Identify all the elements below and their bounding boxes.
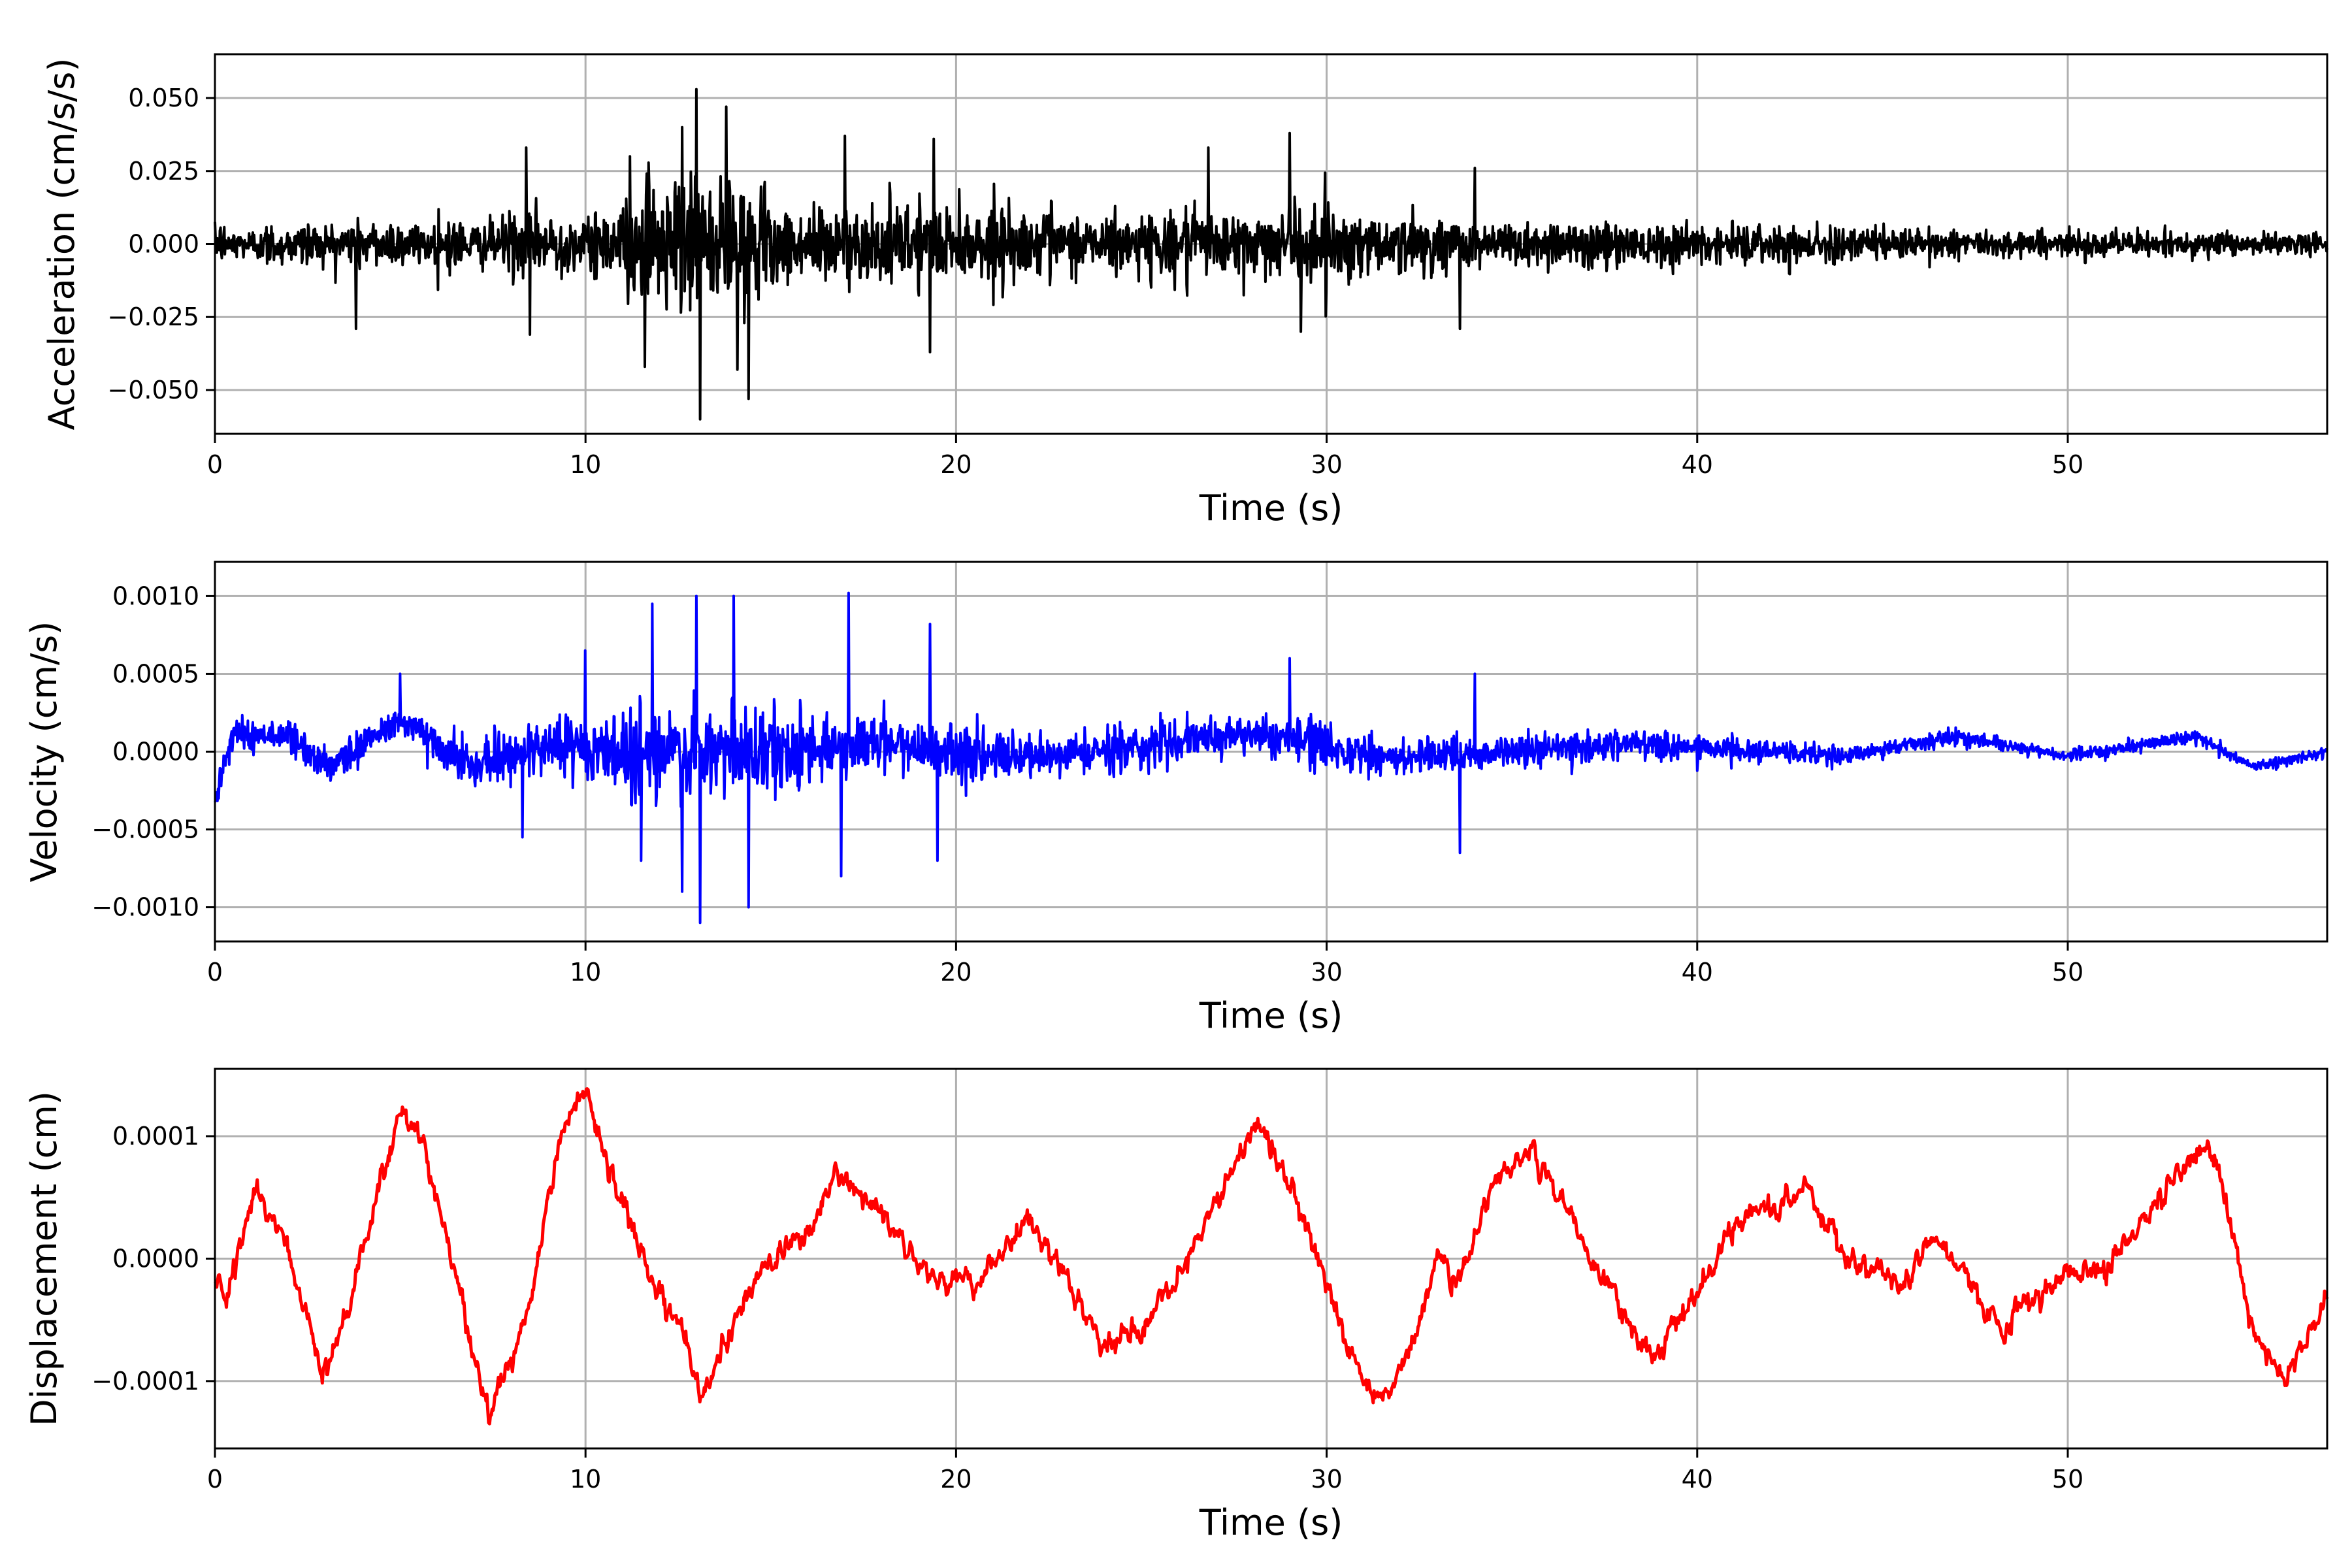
displacement-series	[213, 1087, 2329, 1426]
panel-acceleration: 0 10 20 30 40 50 −0.050 −0.025 0.000 0.025 0.050 T…	[41, 53, 2328, 529]
y-tick-label: −0.025	[107, 302, 199, 331]
x-tick-label: 50	[2052, 1465, 2083, 1494]
series-line	[214, 591, 2328, 924]
x-tick-label: 0	[207, 958, 223, 987]
y-axis-label: Velocity (cm/s)	[24, 621, 65, 883]
x-tick-label: 0	[207, 1465, 223, 1494]
x-tick-label: 30	[1311, 450, 1342, 479]
x-tick-label: 40	[1682, 958, 1713, 987]
y-tick-label: 0.0001	[112, 1122, 199, 1151]
x-axis-label: Time (s)	[1199, 995, 1343, 1036]
y-tick-label: −0.050	[107, 376, 199, 404]
tick-marks: 0 10 20 30 40 50 −0.050 −0.025 0.000 0.025 0.050	[107, 84, 2083, 479]
x-tick-label: 50	[2052, 958, 2083, 987]
y-tick-label: 0.025	[128, 157, 199, 186]
x-tick-label: 30	[1311, 1465, 1342, 1494]
x-axis-label: Time (s)	[1199, 487, 1343, 529]
y-tick-label: 0.0010	[112, 581, 199, 610]
x-tick-label: 20	[940, 958, 972, 987]
panel-velocity: 0 10 20 30 40 50 −0.0010 −0.0005 0.0000 0.0005 0.0…	[24, 561, 2328, 1036]
x-tick-label: 10	[570, 1465, 601, 1494]
series-line	[214, 88, 2328, 421]
y-tick-label: 0.000	[128, 230, 199, 259]
velocity-series	[214, 591, 2328, 924]
x-tick-label: 40	[1682, 1465, 1713, 1494]
x-tick-label: 20	[940, 1465, 972, 1494]
x-tick-label: 10	[570, 958, 601, 987]
y-tick-label: 0.0000	[112, 738, 199, 766]
x-axis-label: Time (s)	[1199, 1502, 1343, 1543]
x-tick-label: 0	[207, 450, 223, 479]
series-line	[213, 1087, 2329, 1426]
tick-marks: 0 10 20 30 40 50 −0.0010 −0.0005 0.0000 0.0005 0.0…	[91, 581, 2083, 987]
y-axis-label: Acceleration (cm/s/s)	[41, 58, 82, 431]
tick-marks: 0 10 20 30 40 50 −0.0001 0.0000 0.0001	[91, 1122, 2083, 1494]
grid-lines	[215, 1069, 2327, 1448]
x-tick-label: 30	[1311, 958, 1342, 987]
y-tick-label: −0.0010	[91, 893, 199, 922]
x-tick-label: 20	[940, 450, 972, 479]
acceleration-series	[214, 88, 2328, 421]
x-tick-label: 40	[1682, 450, 1713, 479]
y-axis-label: Displacement (cm)	[24, 1091, 65, 1426]
x-tick-label: 50	[2052, 450, 2083, 479]
y-tick-label: 0.050	[128, 84, 199, 112]
y-tick-label: 0.0005	[112, 659, 199, 688]
y-tick-label: 0.0000	[112, 1245, 199, 1273]
x-tick-label: 10	[570, 450, 601, 479]
y-tick-label: −0.0005	[91, 815, 199, 844]
y-tick-label: −0.0001	[91, 1367, 199, 1396]
